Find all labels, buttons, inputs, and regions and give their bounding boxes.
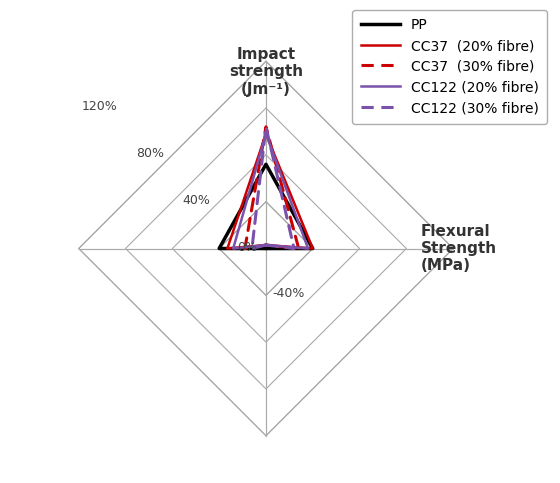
Text: 0%: 0% [237,241,258,254]
Legend: PP, CC37  (20% fibre), CC37  (30% fibre), CC122 (20% fibre), CC122 (30% fibre): PP, CC37 (20% fibre), CC37 (30% fibre), … [352,10,547,124]
Text: 80%: 80% [136,147,164,160]
Text: Flexural
Strength
(MPa): Flexural Strength (MPa) [421,224,497,273]
Text: 40%: 40% [183,194,211,207]
Text: Impact
strength
(Jm⁻¹): Impact strength (Jm⁻¹) [229,47,303,97]
Text: 120%: 120% [81,100,117,113]
Text: -40%: -40% [272,287,304,300]
